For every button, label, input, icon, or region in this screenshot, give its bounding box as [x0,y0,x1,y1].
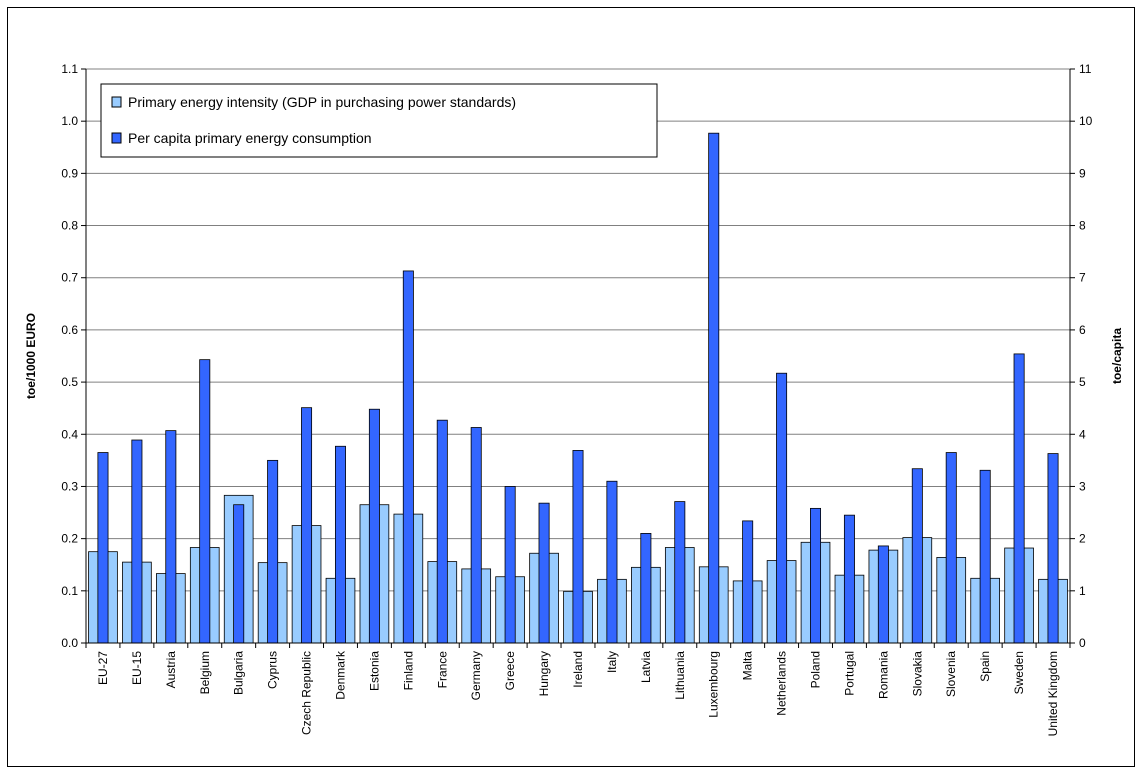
x-tick-label-sweden: Sweden [1012,651,1026,694]
bar-per-capita-netherlands [776,372,788,644]
x-tick-label-slovakia: Slovakia [910,651,924,697]
x-tick-label-france: France [435,651,449,689]
y-axis-left-title: toe/1000 EURO [24,313,38,399]
bar-per-capita-united-kingdom [1047,453,1059,644]
x-tick-label-poland: Poland [809,651,823,688]
x-tick-label-hungary: Hungary [537,651,551,696]
legend-label-per-capita: Per capita primary energy consumption [128,130,372,146]
tick-labels: 0.0 0.1 0.2 0.3 0.4 0.5 0.6 0.7 0.8 0.9 1.0 1.1 0 1 2 3… [61,62,1092,736]
x-tick-label-greece: Greece [503,651,517,691]
x-tick-label-united-kingdom: United Kingdom [1046,651,1060,736]
x-tick-label-czech-republic: Czech Republic [300,651,314,735]
bar-per-capita-eu-15 [131,439,143,644]
y-right-tick-label: 6 [1079,323,1086,337]
bar-per-capita-denmark [334,445,346,644]
y-left-tick-label: 0.9 [61,166,78,180]
bar-per-capita-eu-27 [97,452,109,644]
bar-per-capita-ireland [572,450,584,644]
bar-per-capita-sweden [1013,353,1025,644]
bar-per-capita-germany [470,427,482,644]
y-right-tick-label: 3 [1079,479,1086,493]
x-tick-label-eu-15: EU-15 [130,651,144,685]
x-tick-label-ireland: Ireland [571,651,585,688]
chart-frame: 0.0 0.1 0.2 0.3 0.4 0.5 0.6 0.7 0.8 0.9 1.0 1.1 0 1 2 3… [7,7,1135,767]
x-tick-label-belgium: Belgium [198,651,212,694]
bar-per-capita-malta [742,520,754,644]
y-right-tick-label: 2 [1079,532,1086,546]
x-tick-label-latvia: Latvia [639,651,653,683]
y-left-tick-label: 0.0 [61,636,78,650]
y-left-tick-label: 0.7 [61,271,78,285]
y-left-tick-label: 1.1 [61,62,78,76]
bar-per-capita-spain [979,469,991,644]
bar-per-capita-slovakia [911,468,923,644]
legend-swatch-per-capita [111,132,122,144]
y-right-tick-label: 4 [1079,427,1086,441]
bar-per-capita-luxembourg [708,132,720,644]
bar-per-capita-france [436,419,448,644]
y-left-tick-label: 0.3 [61,479,78,493]
y-right-tick-label: 11 [1079,62,1092,76]
x-tick-label-luxembourg: Luxembourg [707,651,721,718]
bar-per-capita-estonia [368,408,380,644]
y-left-tick-label: 0.6 [61,323,78,337]
y-left-tick-label: 0.2 [61,532,78,546]
x-tick-label-slovenia: Slovenia [944,651,958,697]
y-right-tick-label: 5 [1079,375,1086,389]
y-right-tick-label: 9 [1079,166,1086,180]
x-tick-label-germany: Germany [469,651,483,700]
x-tick-label-romania: Romania [876,651,890,699]
legend: Primary energy intensity (GDP in purchas… [100,83,658,158]
bar-per-capita-portugal [843,514,855,644]
x-tick-label-eu-27: EU-27 [96,651,110,685]
x-tick-label-austria: Austria [164,651,178,689]
x-tick-label-bulgaria: Bulgaria [232,651,246,695]
bars [88,132,1068,644]
bar-per-capita-slovenia [945,452,957,644]
y-right-tick-label: 0 [1079,636,1086,650]
y-right-tick-label: 7 [1079,271,1086,285]
bar-per-capita-italy [606,480,618,644]
bar-per-capita-greece [504,486,516,644]
chart: 0.0 0.1 0.2 0.3 0.4 0.5 0.6 0.7 0.8 0.9 1.0 1.1 0 1 2 3… [24,62,1124,736]
bar-per-capita-czech-republic [301,407,313,644]
x-tick-label-malta: Malta [741,651,755,681]
bar-per-capita-bulgaria [233,504,245,644]
bar-per-capita-cyprus [267,459,279,644]
bar-per-capita-lithuania [674,501,686,644]
x-tick-label-finland: Finland [401,651,415,690]
y-right-tick-label: 1 [1079,584,1086,598]
bar-per-capita-austria [165,430,177,644]
x-tick-label-estonia: Estonia [367,651,381,691]
bar-per-capita-belgium [199,359,211,644]
y-right-tick-label: 8 [1079,219,1086,233]
y-left-tick-label: 0.5 [61,375,78,389]
x-tick-label-portugal: Portugal [842,651,856,696]
bar-per-capita-romania [877,545,889,644]
bar-per-capita-poland [810,507,822,644]
axes [81,68,1075,648]
legend-box [100,83,658,158]
y-left-tick-label: 1.0 [61,114,78,128]
y-left-tick-label: 0.8 [61,219,78,233]
x-tick-label-netherlands: Netherlands [775,651,789,716]
x-tick-label-spain: Spain [978,651,992,682]
y-axis-right-title: toe/capita [1110,328,1124,384]
x-tick-label-cyprus: Cyprus [266,651,280,689]
bar-per-capita-finland [402,270,414,644]
bar-per-capita-latvia [640,533,652,644]
x-tick-label-lithuania: Lithuania [673,651,687,700]
y-left-tick-label: 0.1 [61,584,78,598]
legend-label-intensity: Primary energy intensity (GDP in purchas… [128,94,516,110]
y-right-tick-label: 10 [1079,114,1093,128]
bar-per-capita-hungary [538,502,550,644]
x-tick-label-italy: Italy [605,651,619,673]
x-tick-label-denmark: Denmark [333,650,347,700]
legend-swatch-intensity [111,96,122,108]
y-left-tick-label: 0.4 [61,427,78,441]
